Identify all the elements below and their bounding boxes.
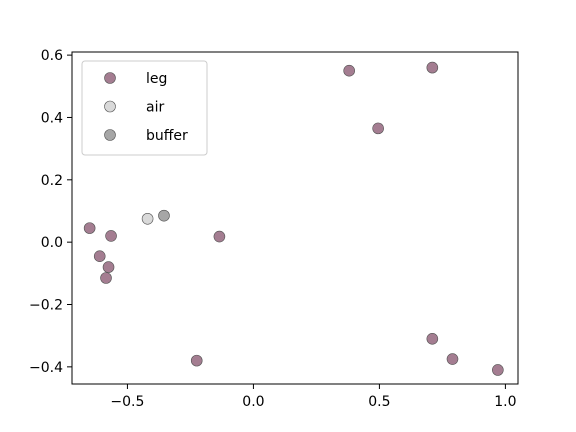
- y-tick-label: 0.0: [41, 235, 63, 251]
- scatter-point-leg: [105, 230, 117, 242]
- scatter-point-buffer: [158, 209, 170, 222]
- scatter-point-leg: [343, 64, 355, 77]
- legend-label: leg: [146, 71, 167, 87]
- scatter-point-leg: [93, 250, 106, 262]
- y-tick-label: 0.6: [41, 48, 63, 64]
- y-tick-label: −0.2: [29, 298, 63, 314]
- scatter-point-leg: [426, 61, 439, 74]
- scatter-point-leg: [213, 230, 226, 243]
- y-tick-label: −0.4: [29, 360, 63, 376]
- legend-marker-air: [104, 100, 116, 113]
- legend-label: buffer: [146, 128, 188, 144]
- scatter-point-leg: [190, 354, 203, 367]
- x-axis-ticks: −0.5 0.0 0.5 1.0: [110, 384, 517, 410]
- scatter-point-leg: [446, 353, 459, 365]
- scatter-point-leg: [100, 272, 112, 284]
- data-points: [83, 61, 504, 376]
- plot-frame: [71, 51, 519, 385]
- legend-box: [81, 60, 208, 156]
- legend-marker-buffer: [104, 129, 116, 141]
- scatter-point-leg: [492, 364, 504, 376]
- scatter-point-leg: [426, 332, 439, 345]
- x-tick-label: 0.0: [242, 394, 264, 410]
- legend: leg air buffer: [81, 60, 208, 156]
- x-tick-label: 0.5: [368, 394, 390, 410]
- y-tick-label: 0.2: [41, 173, 63, 189]
- x-tick-label: −0.5: [110, 394, 144, 410]
- legend-label: air: [146, 100, 164, 116]
- scatter-point-leg: [102, 261, 115, 273]
- y-tick-label: 0.4: [41, 110, 63, 126]
- scatter-point-leg: [372, 122, 384, 135]
- scatter-point-air: [141, 212, 154, 225]
- x-tick-label: 1.0: [494, 394, 516, 410]
- legend-marker-leg: [104, 72, 116, 84]
- scatter-point-leg: [83, 222, 96, 234]
- y-axis-ticks: −0.4 −0.2 0.0 0.2 0.4 0.6: [29, 48, 72, 376]
